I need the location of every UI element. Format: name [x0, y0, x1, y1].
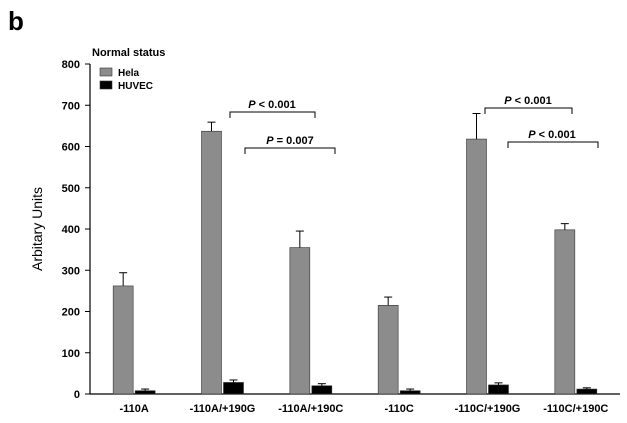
p-symbol: P — [528, 129, 536, 141]
bar-huvec-3 — [399, 390, 421, 395]
bar-huvec-0 — [134, 390, 156, 395]
bar-hela-0 — [112, 285, 134, 395]
p-value: = 0.007 — [274, 135, 314, 147]
bar-huvec-1 — [223, 382, 244, 395]
x-tick-label: -110A/+190C — [278, 403, 343, 415]
x-tick-label: -110C/+190C — [543, 403, 608, 415]
bar-hela-5 — [554, 229, 576, 395]
bar-hela-1 — [201, 130, 222, 395]
y-tick-label: 600 — [62, 142, 80, 154]
legend-label-huvec: HUVEC — [118, 81, 153, 92]
significance-bracket — [507, 141, 599, 148]
p-symbol: P — [504, 95, 512, 107]
significance-bracket — [244, 147, 336, 154]
significance-label: P = 0.007 — [266, 135, 313, 147]
y-tick-label: 100 — [62, 348, 80, 360]
p-value: < 0.001 — [536, 129, 576, 141]
significance-bracket — [484, 107, 573, 114]
legend-swatch-huvec — [99, 80, 113, 90]
bar-hela-2 — [289, 247, 311, 395]
bar-huvec-2 — [311, 385, 333, 395]
significance-label: P < 0.001 — [528, 129, 575, 141]
x-tick-label: -110C/+190G — [455, 403, 521, 415]
p-value: < 0.001 — [256, 99, 296, 111]
p-symbol: P — [248, 99, 256, 111]
y-tick-label: 700 — [62, 100, 80, 112]
y-tick-label: 0 — [74, 389, 80, 401]
significance-label: P < 0.001 — [248, 99, 295, 111]
panel-letter: b — [8, 6, 24, 36]
x-tick-label: -110A — [119, 403, 148, 415]
bar-huvec-4 — [488, 384, 509, 395]
y-tick-label: 800 — [62, 59, 80, 71]
x-tick-label: -110A/+190G — [190, 403, 256, 415]
bar-hela-4 — [466, 138, 487, 395]
significance-bracket — [229, 111, 316, 118]
legend-swatch-hela — [99, 67, 113, 77]
p-symbol: P — [266, 135, 274, 147]
legend-label-hela: Hela — [118, 68, 140, 79]
y-tick-label: 300 — [62, 265, 80, 277]
y-tick-label: 500 — [62, 183, 80, 195]
p-value: < 0.001 — [512, 95, 552, 107]
y-axis-label: Arbitary Units — [29, 187, 45, 271]
y-tick-label: 400 — [62, 224, 80, 236]
significance-label: P < 0.001 — [504, 95, 551, 107]
bar-hela-3 — [377, 305, 399, 395]
chart-title: Normal status — [92, 47, 165, 59]
x-tick-label: -110C — [384, 403, 413, 415]
bar-huvec-5 — [576, 388, 598, 395]
y-tick-label: 200 — [62, 307, 80, 319]
